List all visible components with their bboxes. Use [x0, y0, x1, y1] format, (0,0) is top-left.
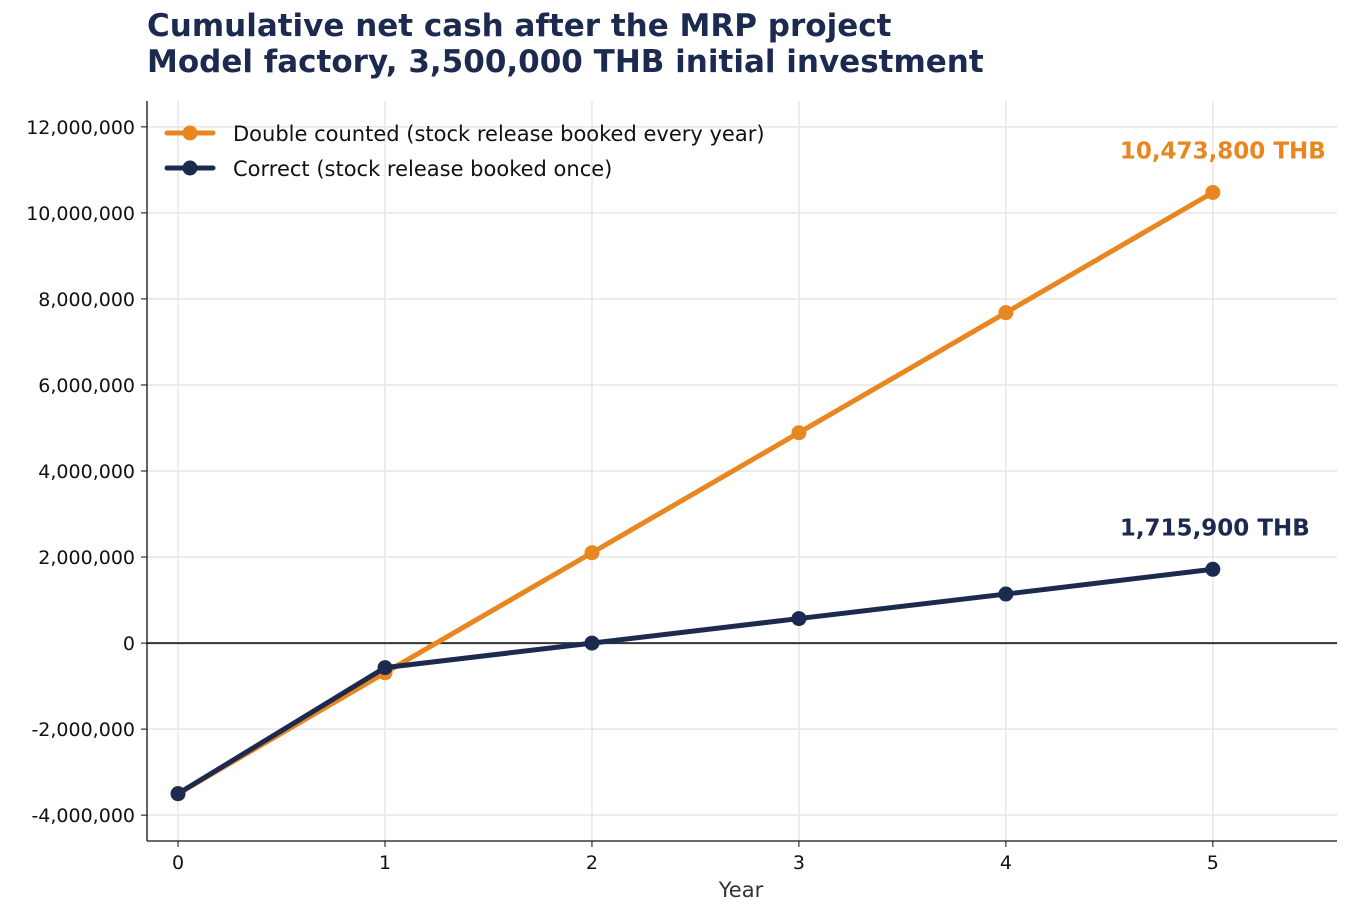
legend-label: Correct (stock release booked once) [233, 157, 612, 181]
series-lines [170, 184, 1221, 802]
series-1-point [998, 586, 1014, 602]
chart-title: Cumulative net cash after the MRP projec… [147, 8, 892, 44]
x-tick-label: 1 [379, 852, 391, 874]
y-tick-label: 10,000,000 [26, 203, 135, 225]
y-tick-label: 2,000,000 [38, 547, 135, 569]
grid-lines [147, 101, 1337, 841]
x-tick-label: 2 [586, 852, 598, 874]
series-0-point [998, 305, 1014, 321]
series-0-point [584, 545, 600, 561]
x-tick-label: 0 [172, 852, 184, 874]
y-tick-label: 8,000,000 [38, 289, 135, 311]
series-1-point [791, 611, 807, 627]
series-line-0 [175, 189, 1216, 797]
legend: Double counted (stock release booked eve… [164, 122, 765, 181]
legend-swatch-marker [182, 125, 198, 141]
series-0-point [1205, 184, 1221, 200]
x-tick-label: 5 [1207, 852, 1219, 874]
series-line-1 [175, 566, 1216, 797]
x-tick-label: 3 [793, 852, 805, 874]
end-labels: 10,473,800 THB 1,715,900 THB [1120, 138, 1326, 541]
chart-subtitle: Model factory, 3,500,000 THB initial inv… [147, 44, 984, 80]
end-value-label: 10,473,800 THB [1120, 138, 1326, 164]
axes: -4,000,000 -2,000,000 0 2,000,000 4,000,000 6… [26, 101, 1337, 874]
series-1-point [377, 660, 393, 676]
legend-label: Double counted (stock release booked eve… [233, 122, 765, 146]
series-1-point [170, 786, 186, 802]
y-tick-label: 6,000,000 [38, 375, 135, 397]
y-tick-label: -2,000,000 [31, 719, 135, 741]
y-tick-label: 0 [123, 633, 135, 655]
y-tick-label: 12,000,000 [26, 117, 135, 139]
series-1-point [1205, 561, 1221, 577]
y-tick-label: -4,000,000 [31, 805, 135, 827]
series-1-point [584, 635, 600, 651]
y-tick-label: 4,000,000 [38, 461, 135, 483]
x-tick-label: 4 [1000, 852, 1012, 874]
series-0-point [791, 425, 807, 441]
legend-swatch-marker [182, 160, 198, 176]
chart-title-block: Cumulative net cash after the MRP projec… [147, 8, 984, 80]
x-axis-label: Year [718, 878, 764, 902]
end-value-label: 1,715,900 THB [1120, 515, 1310, 541]
